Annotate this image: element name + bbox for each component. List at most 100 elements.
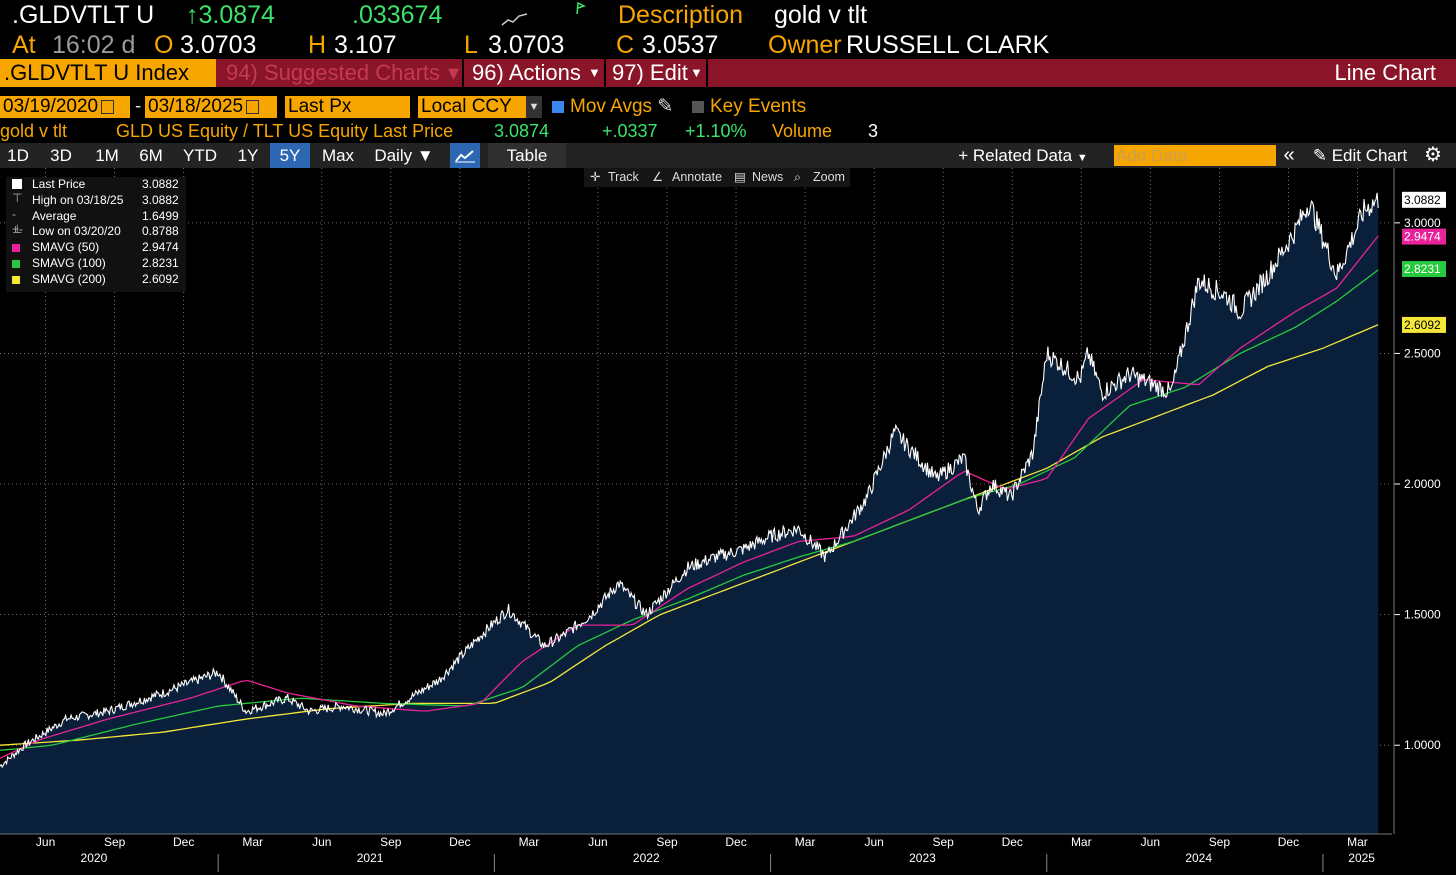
start-date-field[interactable]: 03/19/2020 [0, 96, 130, 118]
range-bar: 1D 3D 1M 6M YTD 1Y 5Y Max Daily ▼ Table … [0, 143, 1456, 168]
chevron-down-icon[interactable]: ▼ [526, 96, 542, 118]
edit-menu[interactable]: 97) Edit [612, 60, 688, 85]
x-tick-label: Jun [864, 835, 883, 849]
range-1m[interactable]: 1M [95, 146, 119, 165]
y-tick-label: 1.5000 [1404, 608, 1441, 622]
x-tick-label: Mar [1347, 835, 1368, 849]
frequency-value: Daily [374, 146, 413, 165]
range-ytd[interactable]: YTD [183, 146, 217, 165]
calendar-icon[interactable] [101, 99, 115, 114]
sma50-line [0, 235, 1379, 759]
range-1y[interactable]: 1Y [237, 146, 259, 165]
zoom-button[interactable]: Zoom [813, 170, 845, 184]
x-tick-label: Jun [588, 835, 607, 849]
track-button[interactable]: Track [608, 170, 639, 184]
zoom-icon[interactable]: ⌕ [794, 170, 802, 184]
price-field-select[interactable]: Last Px [285, 96, 410, 118]
x-tick-label: Mar [1071, 835, 1092, 849]
range-5y[interactable]: 5Y [270, 143, 310, 168]
price-area-fill [0, 192, 1379, 835]
legend-value: 2.8231 [142, 255, 179, 270]
checkbox-checked-icon[interactable] [552, 101, 564, 113]
crosshair-icon[interactable]: ✛ [590, 170, 601, 184]
low-value: 3.0703 [488, 31, 565, 59]
last-value-label: 3.0882 [1404, 193, 1441, 207]
series-pct-change: +1.10% [685, 121, 747, 141]
legend-value: 2.9474 [142, 240, 179, 255]
gear-icon[interactable]: ⚙ [1424, 144, 1442, 166]
x-tick-label: Sep [1209, 835, 1231, 849]
x-tick-label: Dec [173, 835, 194, 849]
mov-avgs-toggle[interactable]: Mov Avgs ✎ [552, 96, 673, 118]
legend-swatch [12, 179, 22, 189]
x-tick-label: Mar [519, 835, 540, 849]
table-button[interactable]: Table [488, 143, 566, 168]
suggested-charts-menu[interactable]: 94) Suggested Charts [226, 60, 441, 85]
sma100-line [0, 269, 1379, 752]
ticker: .GLDVTLT U [12, 1, 155, 29]
range-1d[interactable]: 1D [7, 146, 29, 165]
edit-chart-button[interactable]: ✎ Edit Chart [1306, 143, 1414, 168]
add-data-input[interactable]: Add Data [1114, 145, 1276, 166]
range-max[interactable]: Max [321, 146, 355, 165]
y-tick-label: 1.0000 [1404, 738, 1441, 752]
legend-average: -+- Average 1.6499 [6, 206, 186, 237]
legend-label: SMAVG (200) [32, 271, 106, 286]
close-label: C [616, 31, 635, 59]
x-tick-label: Dec [1278, 835, 1299, 849]
flag-icon[interactable] [573, 1, 587, 15]
series-last: 3.0874 [494, 121, 550, 141]
mov-avgs-label: Mov Avgs [570, 96, 653, 117]
x-tick-label: Dec [1002, 835, 1023, 849]
actions-menu[interactable]: 96) Actions [472, 60, 581, 85]
series-change: +.0337 [602, 121, 658, 141]
x-year-label: 2024 [1185, 851, 1212, 865]
actions-dropdown-icon[interactable]: ▼ [588, 65, 601, 80]
x-year-label: 2022 [633, 851, 660, 865]
average-marker-icon: -+- [12, 206, 24, 237]
x-year-label: 2023 [909, 851, 936, 865]
suggested-dropdown-icon[interactable]: ▾ [448, 60, 460, 85]
price-chart[interactable]: Jun Sep Dec Mar Jun Sep Dec Mar Jun Sep Dec Mar Jun S… [0, 168, 1456, 875]
legend-swatch [12, 275, 20, 284]
related-data-button[interactable]: + Related Data ▼ [950, 143, 1096, 168]
annotate-icon[interactable]: ∠ [652, 170, 664, 184]
owner-value: RUSSELL CLARK [846, 31, 1050, 59]
end-date-field[interactable]: 03/18/2025 [145, 96, 277, 118]
range-6m[interactable]: 6M [139, 146, 163, 165]
last-value-label: 2.8231 [1404, 262, 1441, 276]
line-chart-icon[interactable] [450, 143, 480, 168]
index-field[interactable]: .GLDVTLT U Index [0, 59, 216, 87]
annotate-button[interactable]: Annotate [672, 170, 723, 184]
currency-value: Local CCY [421, 96, 512, 117]
low-label: L [464, 31, 478, 59]
description-label: Description [618, 1, 744, 29]
legend-value: 3.0882 [142, 177, 179, 191]
collapse-double-chevron-icon[interactable]: « [1283, 144, 1295, 166]
legend-swatch [12, 259, 20, 268]
calendar-icon[interactable] [246, 99, 260, 114]
legend-value: 1.6499 [142, 208, 179, 223]
date-dash: - [135, 96, 142, 117]
edit-dropdown-icon[interactable]: ▼ [690, 65, 703, 80]
last-value-tag [1402, 191, 1446, 208]
checkbox-unchecked-icon[interactable] [692, 101, 704, 113]
x-tick-label: Mar [242, 835, 263, 849]
news-button[interactable]: News [752, 170, 784, 184]
range-3d[interactable]: 3D [50, 146, 72, 165]
currency-select[interactable]: Local CCY ▼ [418, 96, 542, 118]
frequency-select[interactable]: Daily ▼ [366, 143, 442, 168]
news-icon[interactable]: ▤ [734, 170, 746, 184]
chart-legend[interactable]: Last Price 3.0882 ⊤ High on 03/18/25 3.0882… [6, 177, 186, 292]
menu-bar: .GLDVTLT U Index 94) Suggested Charts ▾ … [0, 59, 1456, 87]
legend-label: Average [32, 208, 77, 223]
end-date-value: 03/18/2025 [148, 96, 244, 117]
pencil-icon[interactable]: ✎ [657, 96, 674, 117]
owner-label: Owner [768, 31, 842, 59]
legend-high: ⊤ High on 03/18/25 3.0882 [6, 191, 186, 209]
sparkline-icon [501, 13, 528, 26]
legend-last-price: Last Price 3.0882 [6, 177, 186, 193]
key-events-toggle[interactable]: Key Events [692, 96, 806, 118]
legend-sma200: SMAVG (200) 2.6092 [6, 272, 186, 288]
volume-value: 3 [868, 121, 879, 141]
